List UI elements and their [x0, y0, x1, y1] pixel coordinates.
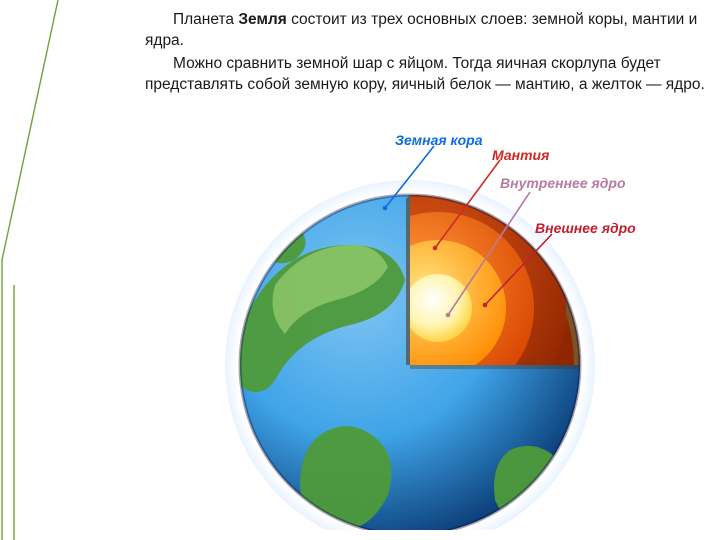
leader-dot-inner_core: [446, 313, 451, 318]
paragraph-1: Планета Земля состоит из трех основных с…: [145, 10, 705, 52]
leader-dot-outer_core: [483, 303, 488, 308]
label-outer_core: Внешнее ядро: [535, 220, 636, 236]
intro-text: Планета Земля состоит из трех основных с…: [145, 10, 705, 98]
label-inner_core: Внутреннее ядро: [500, 175, 626, 191]
leader-dot-crust: [383, 206, 388, 211]
leader-dot-mantle: [433, 246, 438, 251]
decor-lines: [0, 0, 60, 540]
label-crust: Земная кора: [395, 132, 483, 148]
label-mantle: Мантия: [492, 147, 549, 163]
p1-pre: Планета: [173, 11, 238, 28]
earth-layers-diagram: Земная кора Мантия Внутреннее ядро Внешнее …: [200, 130, 640, 530]
paragraph-2: Можно сравнить земной шар с яйцом. Тогда…: [145, 54, 705, 96]
p1-bold: Земля: [238, 11, 286, 28]
